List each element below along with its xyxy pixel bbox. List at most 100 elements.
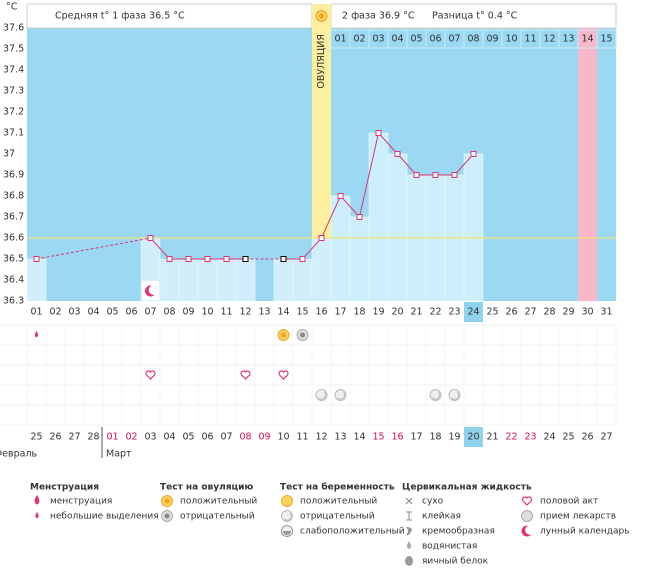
- temperature-bar: [178, 258, 199, 302]
- date-label: 12: [315, 432, 327, 443]
- drop: [35, 512, 39, 519]
- icon-spotting: [35, 512, 39, 519]
- icon-spotting: [34, 331, 39, 338]
- temperature-bar: [311, 237, 332, 302]
- moon-cut: [525, 525, 535, 535]
- cycle-day-label: 07: [448, 34, 460, 45]
- temperature-bar: [197, 258, 218, 302]
- date-label: 18: [429, 432, 441, 443]
- icon-menstruation: [34, 495, 40, 505]
- x-tick-label: 04: [87, 307, 99, 318]
- temperature-point: [204, 256, 211, 262]
- temperature-bar: [463, 153, 484, 302]
- cycle-day-label: 15: [600, 34, 612, 45]
- temperature-bar: [235, 258, 256, 302]
- moon-cut: [148, 285, 159, 295]
- cycle-day-label: 09: [486, 34, 498, 45]
- temperature-point: [394, 151, 401, 157]
- date-label: 22: [505, 432, 517, 443]
- legend-label: водянистая: [422, 542, 477, 552]
- icon-lunar: [521, 525, 535, 537]
- legend-label: отрицательный: [180, 512, 255, 522]
- date-label: 25: [30, 432, 42, 443]
- sticky: [406, 511, 412, 521]
- today-highlight: [464, 302, 483, 322]
- cycle-day-label: 06: [429, 34, 441, 45]
- circle: [164, 513, 170, 519]
- x-tick-label: 01: [30, 307, 42, 318]
- cycle-day-label: 11: [524, 34, 536, 45]
- temperature-point: [356, 214, 363, 220]
- temperature-point: [432, 172, 439, 178]
- cycle-day-label: 02: [353, 34, 365, 45]
- cycle-day-label: 04: [391, 34, 403, 45]
- y-tick-label: 37.3: [3, 86, 24, 97]
- x-tick-label: 19: [372, 307, 384, 318]
- date-label: 17: [410, 432, 422, 443]
- egg: [405, 556, 413, 566]
- legend-label: положительный: [300, 497, 377, 507]
- icon-pregnancy-negative: [429, 389, 442, 401]
- date-label: 04: [163, 432, 175, 443]
- temperature-point: [470, 151, 477, 157]
- legend-label: клейкая: [422, 512, 461, 522]
- date-label: 16: [391, 432, 403, 443]
- temperature-point: [33, 256, 40, 262]
- header-box: [26, 3, 313, 29]
- unit-label: °C: [6, 2, 18, 13]
- temperature-bar: [159, 258, 180, 302]
- icon-pregnancy-negative: [448, 389, 461, 401]
- date-label: 02: [125, 432, 137, 443]
- x-tick-label: 10: [201, 307, 213, 318]
- cycle-day-label: 05: [410, 34, 422, 45]
- gap-connector: [36, 237, 151, 260]
- creamy: [406, 527, 412, 536]
- y-tick-label: 36.8: [3, 191, 24, 202]
- heart: [278, 370, 289, 380]
- icon-intercourse: [521, 496, 533, 506]
- x-tick-label: 31: [600, 307, 612, 318]
- ovulation-label: ОВУЛЯЦИЯ: [316, 34, 327, 89]
- x-tick-label: 12: [239, 307, 251, 318]
- difference-summary: Разница t° 0.4 °C: [432, 11, 518, 22]
- date-label: 03: [144, 432, 156, 443]
- expected-period-column: [578, 28, 597, 301]
- x-tick-label: 23: [448, 307, 460, 318]
- date-label: 05: [182, 432, 194, 443]
- icon-lunar: [145, 285, 159, 297]
- x-tick-label: 13: [258, 307, 270, 318]
- y-tick-label: 36.4: [3, 275, 24, 286]
- x-tick-label: 21: [410, 307, 422, 318]
- phase1-summary: Средняя t° 1 фаза 36.5 °C: [55, 11, 185, 22]
- today-highlight: [464, 427, 483, 447]
- shade: [451, 391, 460, 400]
- date-label: 23: [524, 432, 536, 443]
- legend-label: сухо: [422, 497, 444, 507]
- icon-sticky: [406, 511, 412, 521]
- legend-label: положительный: [180, 497, 257, 507]
- legend-label: яичный белок: [422, 557, 489, 567]
- date-label: 15: [372, 432, 384, 443]
- temperature-bar: [349, 216, 370, 302]
- temperature-point: [147, 235, 154, 241]
- temperature-bar: [387, 153, 408, 302]
- temperature-bar: [368, 132, 389, 302]
- icon-pregnancy-negative: [334, 389, 347, 401]
- heart: [145, 370, 156, 380]
- x-tick-label: 20: [391, 307, 403, 318]
- legend-label: прием лекарств: [540, 512, 616, 522]
- y-tick-label: 37.4: [3, 65, 24, 76]
- x-tick-label: 06: [125, 307, 137, 318]
- icon-creamy: [406, 527, 412, 536]
- icon-intercourse: [145, 370, 156, 380]
- x-tick-label: 24: [467, 307, 479, 318]
- date-label: 19: [448, 432, 460, 443]
- shade: [318, 391, 327, 400]
- icon-pregnancy-negative: [315, 389, 328, 401]
- drop: [407, 541, 411, 549]
- y-tick-label: 37.1: [3, 128, 24, 139]
- legend-title: Тест на беременность: [280, 482, 395, 493]
- temperature-bar: [216, 258, 237, 302]
- circle: [281, 332, 286, 338]
- temperature-point: [299, 256, 306, 262]
